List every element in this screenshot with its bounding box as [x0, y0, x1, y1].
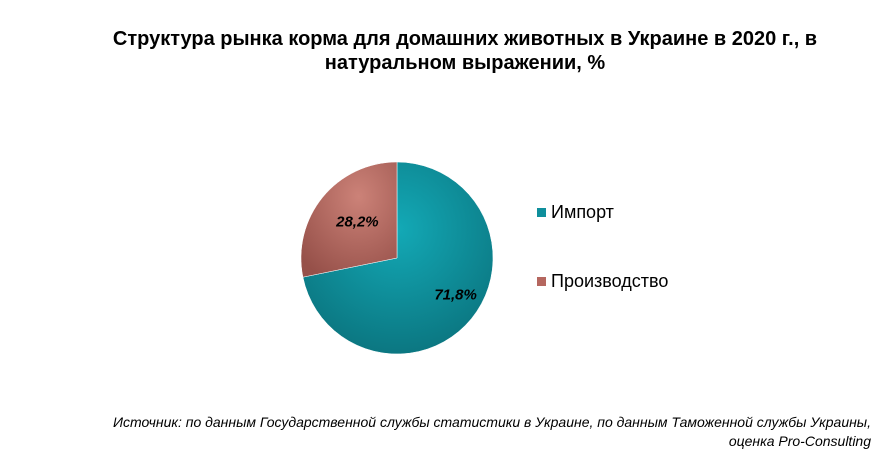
- legend-item-production: Производство: [537, 269, 668, 293]
- legend-swatch-import: [537, 207, 546, 217]
- pie-slice-import: [302, 161, 494, 355]
- chart-title-line-2: натуральном выражении, %: [324, 52, 606, 74]
- legend-item-import: Импорт: [537, 200, 668, 224]
- pie-label-import: 71,8%: [434, 286, 477, 303]
- source-line-2: оценка Pro-Consulting: [728, 433, 871, 449]
- legend-swatch-production: [537, 276, 546, 286]
- source-note: Источник: по данным Государственной служ…: [11, 413, 871, 451]
- chart-title-line-1: Структура рынка корма для домашних живот…: [112, 28, 818, 50]
- pie-slice-production: [300, 161, 398, 278]
- legend-label-import: Импорт: [551, 201, 614, 222]
- pie-label-production: 28,2%: [335, 214, 379, 231]
- legend: Импорт Производство: [537, 200, 668, 338]
- chart-title: Структура рынка корма для домашних живот…: [40, 27, 890, 75]
- source-line-1: Источник: по данным Государственной служ…: [112, 414, 871, 430]
- legend-label-production: Производство: [551, 270, 669, 291]
